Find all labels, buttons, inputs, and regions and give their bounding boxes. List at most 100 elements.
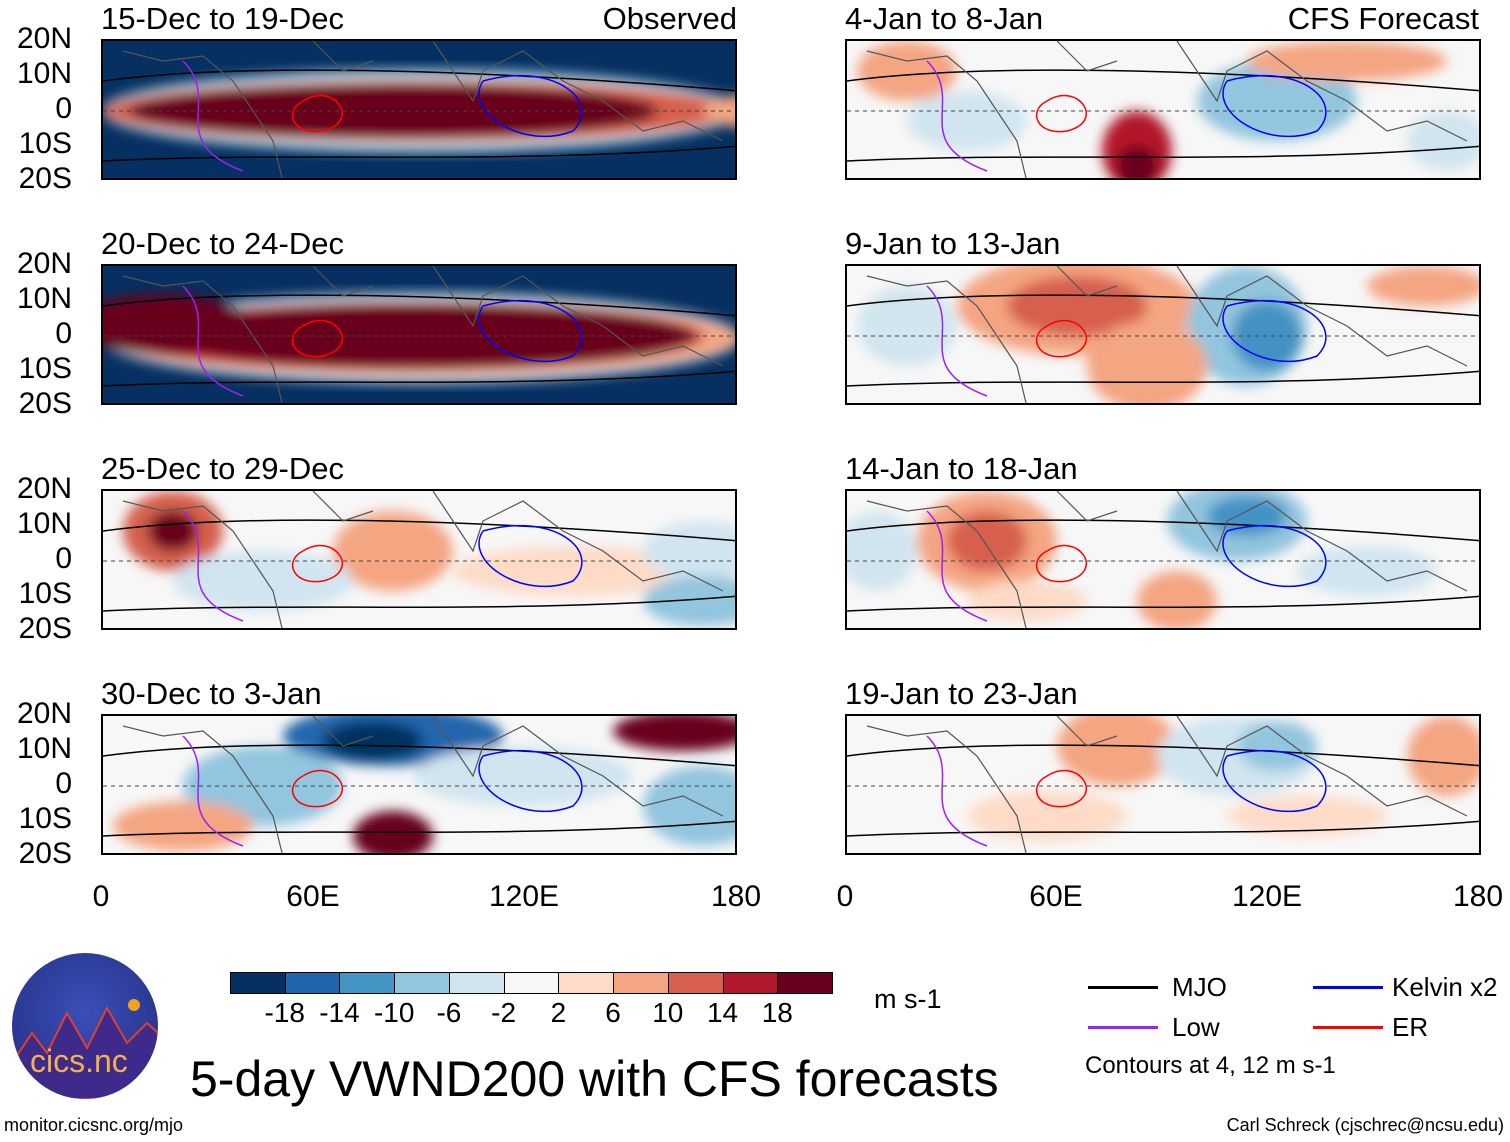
y-tick-label: 20N (16, 247, 72, 280)
y-tick-label: 10N (16, 57, 72, 90)
x-tick-label: 180 (1452, 880, 1504, 913)
map-panel (845, 264, 1481, 405)
map-panel (101, 39, 737, 180)
y-tick-label: 20S (18, 837, 72, 870)
contour-line (478, 74, 583, 137)
anomaly-region (1197, 61, 1357, 141)
contour-line (103, 595, 735, 612)
contour-line (182, 60, 244, 172)
observed-label: Observed (602, 1, 737, 36)
y-tick-label: 0 (55, 92, 72, 125)
vwnd-field (847, 491, 1479, 628)
logo-mountains-icon (12, 999, 158, 1099)
contour-line (1035, 769, 1088, 808)
y-tick-label: 10S (18, 802, 72, 835)
panel-title: 20-Dec to 24-Dec (101, 226, 344, 261)
x-tick-label: 0 (92, 880, 110, 913)
contour-line (847, 69, 1479, 92)
colorbar-label: 18 (761, 997, 793, 1028)
contour-line (182, 510, 244, 622)
y-tick-label: 20N (16, 472, 72, 505)
colorbar-swatch (613, 972, 669, 994)
contour-line (926, 510, 988, 622)
contour-line (291, 544, 344, 583)
contour-line (103, 69, 735, 92)
vwnd-field (103, 716, 735, 853)
anomaly-region (643, 521, 735, 581)
panel-title: 15-Dec to 19-Dec (101, 1, 344, 36)
contour-line (103, 294, 735, 317)
contour-line (182, 285, 244, 397)
x-tick-label: 120E (488, 880, 560, 913)
y-tick-label: 0 (55, 317, 72, 350)
colorbar-swatch (394, 972, 450, 994)
contour-line (103, 370, 735, 387)
contour-line (478, 749, 583, 812)
colorbar-label: 14 (706, 997, 739, 1028)
legend-line-kelvin (1313, 986, 1383, 989)
coastline (866, 491, 1468, 628)
anomaly-region (643, 576, 735, 626)
colorbar-label: -10 (373, 997, 415, 1028)
contour-line (926, 735, 988, 847)
legend-label: Low (1172, 1012, 1220, 1042)
anomaly-region (857, 286, 957, 366)
contour-line (847, 744, 1479, 767)
y-tick-label: 10S (18, 352, 72, 385)
colorbar-swatch (722, 972, 779, 994)
anomaly-region (847, 511, 917, 591)
contour-line (478, 524, 583, 587)
map-panel (845, 714, 1481, 855)
anomaly-region (103, 294, 253, 354)
vwnd-field (847, 41, 1479, 178)
contour-line (478, 299, 583, 362)
colorbar-swatch (284, 972, 341, 994)
x-tick-label: 120E (1231, 880, 1303, 913)
anomaly-region (1007, 276, 1147, 336)
anomaly-region (413, 746, 633, 806)
vwnd-field (847, 266, 1479, 403)
colorbar-swatch (230, 972, 286, 994)
colorbar-label: -6 (436, 997, 462, 1028)
anomaly-region (173, 551, 353, 611)
colorbar-swatch (448, 972, 505, 994)
y-tick-label: 10N (16, 282, 72, 315)
contour-line (291, 769, 344, 808)
forecast-label: CFS Forecast (1287, 1, 1479, 36)
vwnd-field (847, 716, 1479, 853)
anomaly-region (1057, 716, 1177, 786)
colorbar-label: -14 (319, 997, 360, 1028)
contour-note: Contours at 4, 12 m s-1 (1085, 1052, 1336, 1079)
panel-title: 9-Jan to 13-Jan (845, 226, 1061, 261)
anomaly-region (1247, 41, 1447, 81)
map-panel (101, 489, 737, 630)
anomaly-region (1207, 496, 1287, 536)
colorbar-label: -18 (264, 997, 305, 1028)
anomaly-region (1232, 301, 1302, 371)
contour-line (1222, 524, 1327, 587)
panel-title: 14-Jan to 18-Jan (845, 451, 1078, 486)
contour-line (1222, 749, 1327, 812)
y-tick-label: 20S (18, 387, 72, 420)
contour-line (1035, 319, 1088, 358)
map-panel (845, 489, 1481, 630)
legend-label: Kelvin x2 (1392, 972, 1498, 1002)
contour-line (182, 735, 244, 847)
contour-line (103, 820, 735, 837)
anomaly-region (1297, 546, 1437, 596)
colorbar-label: 2 (550, 997, 567, 1028)
colorbar-label: 6 (605, 997, 621, 1028)
contour-line (1222, 74, 1327, 137)
coastline (866, 266, 1468, 403)
panel-title: 19-Jan to 23-Jan (845, 676, 1078, 711)
colorbar-swatch (777, 972, 833, 994)
map-panel (101, 714, 737, 855)
coastline (866, 716, 1468, 853)
coastline (122, 41, 724, 178)
footer-credit: Carl Schreck (cjschrec@ncsu.edu) (1226, 1115, 1504, 1135)
coastline (122, 716, 724, 853)
y-tick-label: 10N (16, 507, 72, 540)
contour-line (847, 820, 1479, 837)
contour-line (103, 519, 735, 542)
